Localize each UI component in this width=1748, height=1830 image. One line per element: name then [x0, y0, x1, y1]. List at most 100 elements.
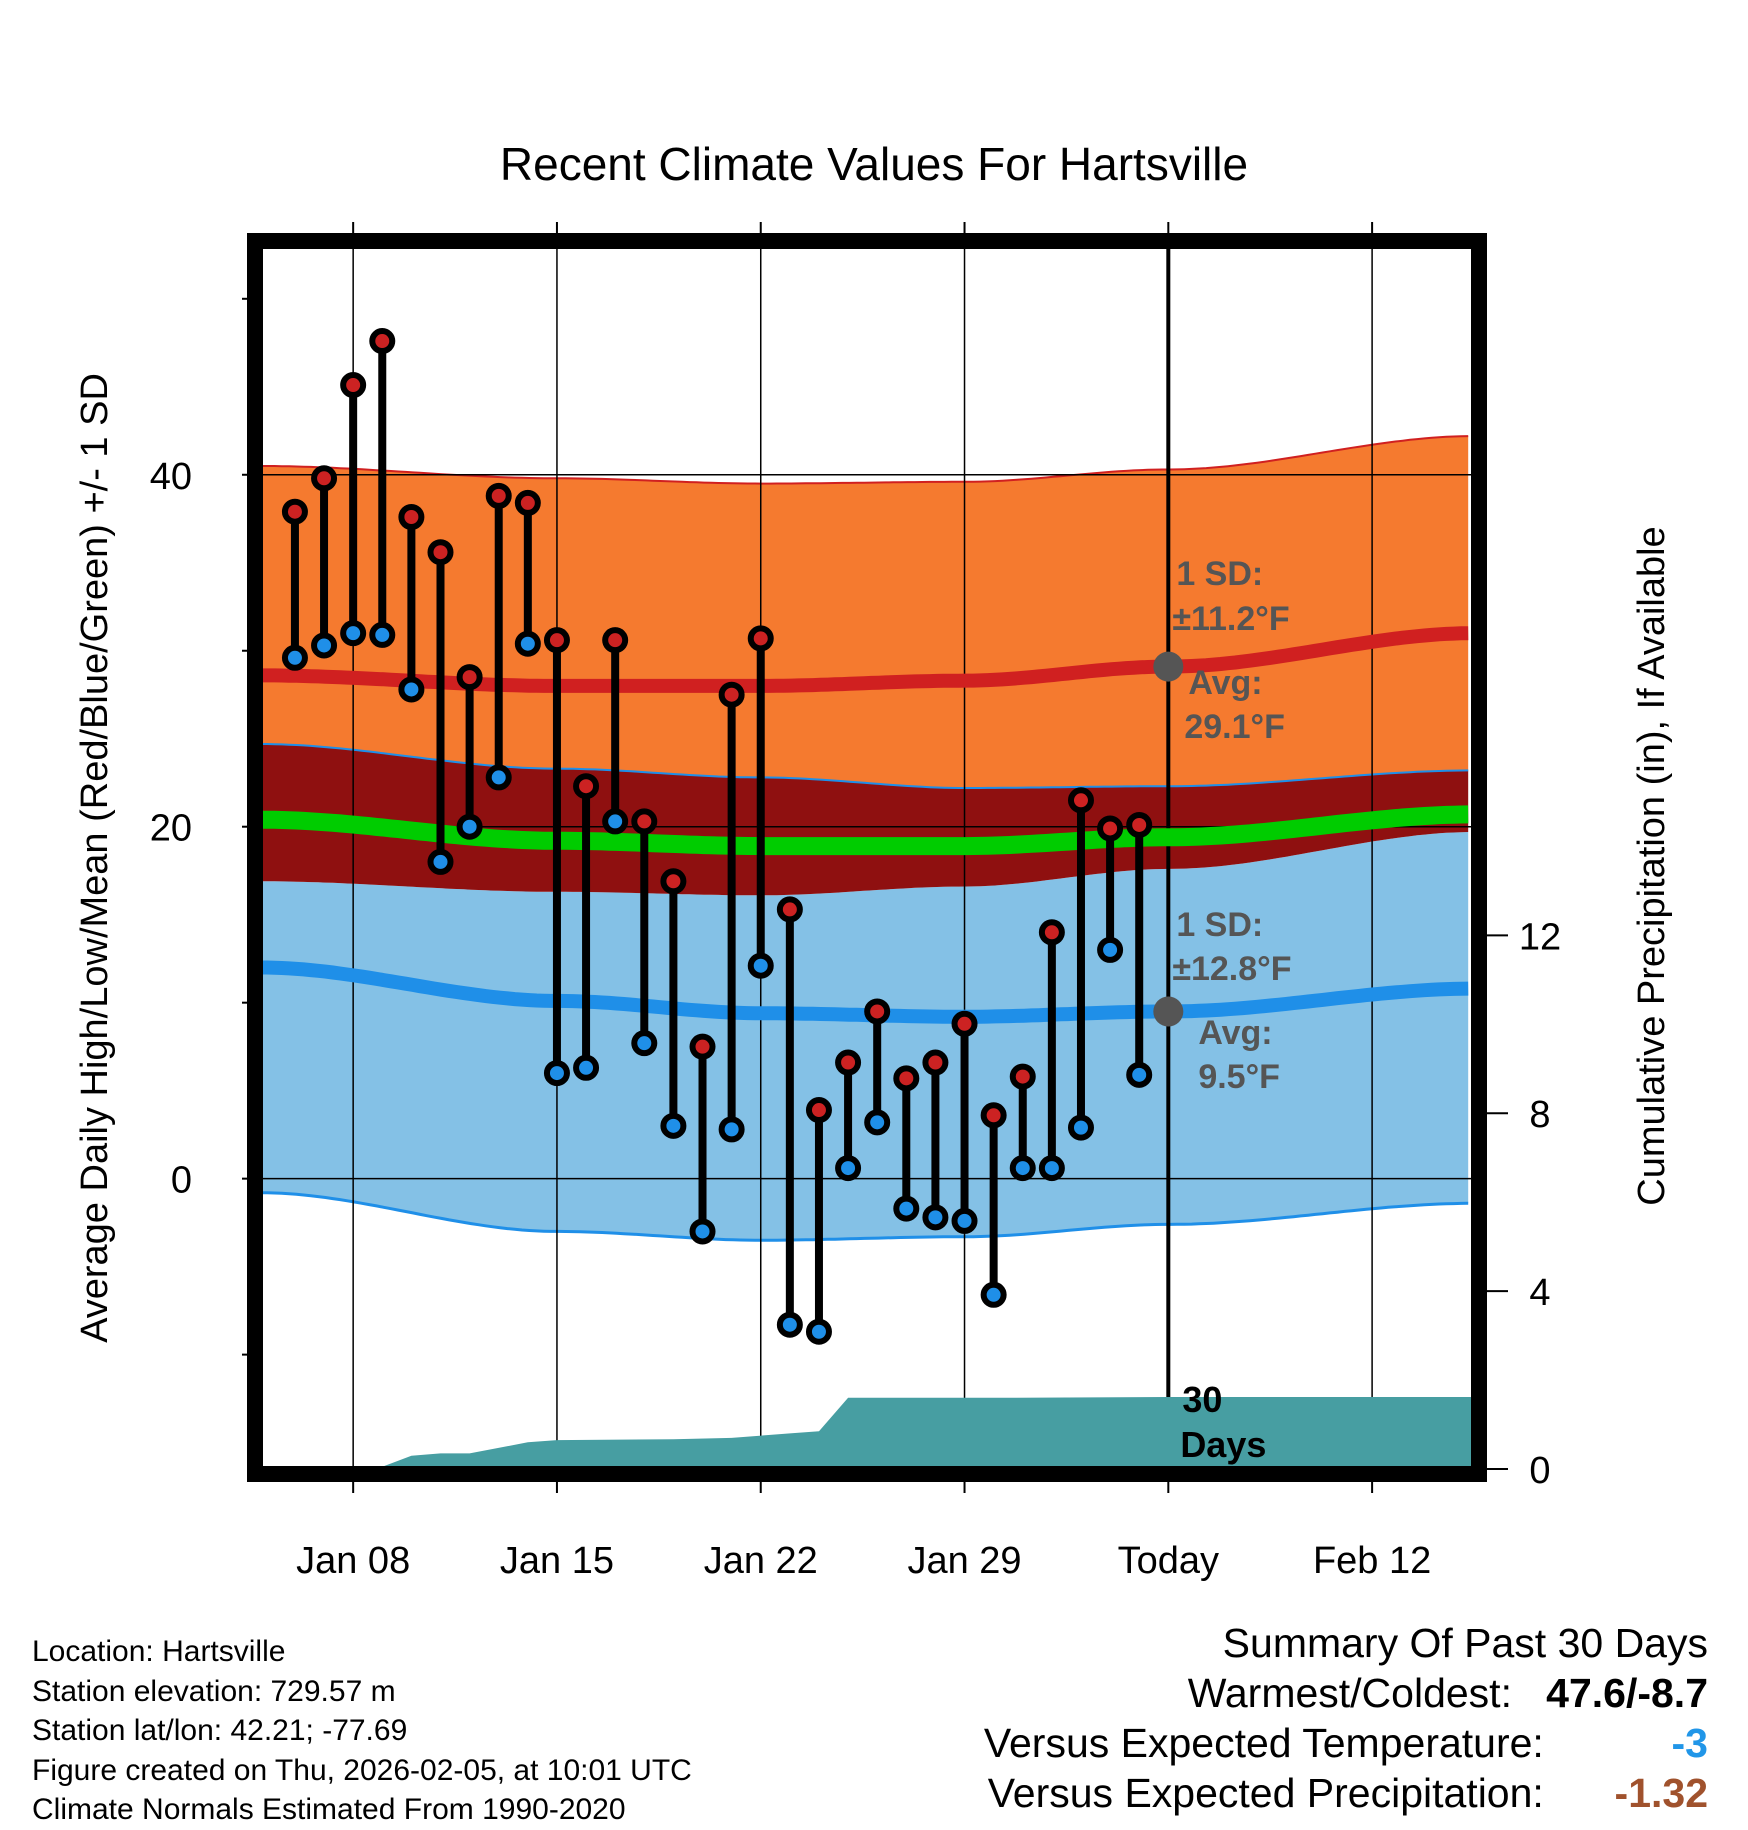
low-sd-band [260, 832, 1469, 1241]
low-avg-marker [1153, 996, 1184, 1027]
high-point [398, 503, 425, 530]
y2-tick-label: 12 [1519, 916, 1561, 958]
low-point [456, 813, 483, 840]
high-point [893, 1065, 920, 1092]
precip-label: Versus Expected Precipitation: [987, 1770, 1544, 1816]
info-normals: Climate Normals Estimated From 1990-2020 [32, 1793, 626, 1826]
low-point [398, 676, 425, 703]
low-point [893, 1195, 920, 1222]
low-point [1067, 1114, 1094, 1141]
low-point [951, 1207, 978, 1234]
low-point [514, 630, 541, 657]
low-point [311, 632, 338, 659]
low-point [660, 1112, 687, 1139]
y2-tick-label: 8 [1529, 1094, 1550, 1136]
axes: Jan 08 Jan 15 Jan 22 Jan 29 Today Feb 1202040… [74, 222, 1673, 1600]
plot-frame [247, 233, 1487, 1482]
low-point [835, 1155, 862, 1182]
low-point [485, 764, 512, 791]
low-point [864, 1109, 891, 1136]
high-point [369, 328, 396, 355]
high-avg-marker [1153, 651, 1184, 682]
high-avg-label: Avg: [1188, 664, 1262, 702]
high-point [456, 664, 483, 691]
summary-heading: Summary Of Past 30 Days [1222, 1620, 1708, 1666]
high-point [514, 489, 541, 516]
high-point [951, 1010, 978, 1037]
low-point [281, 644, 308, 671]
climate-chart: Recent Climate Values For Hartsville 1 S… [74, 138, 1673, 1600]
high-avg-value: 29.1°F [1184, 708, 1285, 746]
low-point [980, 1281, 1007, 1308]
high-point [747, 625, 774, 652]
low-point [689, 1218, 716, 1245]
high-sd-band [260, 436, 1469, 788]
high-point [485, 482, 512, 509]
y-axis-title: Average Daily High/Low/Mean (Red/Blue/Gr… [74, 373, 116, 1343]
low-point [573, 1054, 600, 1081]
precip-value: -1.32 [1614, 1770, 1708, 1816]
x-tick-label: Today [1118, 1540, 1219, 1582]
high-point [805, 1097, 832, 1124]
high-point [980, 1102, 1007, 1129]
low-point [602, 808, 629, 835]
overlap-band [260, 744, 1469, 896]
y2-tick-label: 0 [1529, 1450, 1550, 1492]
summary-warm-cold: Warmest/Coldest: 47.6/-8.7 [984, 1668, 1708, 1718]
high-point [631, 808, 658, 835]
station-info: Location: Hartsville Station elevation: … [32, 1632, 692, 1830]
low-point [369, 621, 396, 648]
low-point [427, 848, 454, 875]
info-created: Figure created on Thu, 2026-02-05, at 10… [32, 1753, 692, 1787]
low-avg-label: Avg: [1198, 1014, 1272, 1052]
high-point [1038, 919, 1065, 946]
high-sd-value: ±11.2°F [1172, 600, 1289, 638]
high-lower-edge [260, 743, 1469, 789]
x-tick-label: Jan 08 [296, 1540, 410, 1582]
x-tick-label: Feb 12 [1313, 1540, 1431, 1582]
low-point [340, 620, 367, 647]
high-point [1067, 787, 1094, 814]
low-point [543, 1060, 570, 1087]
high-point [311, 465, 338, 492]
precip-days-label: Days [1180, 1424, 1266, 1465]
high-point [689, 1033, 716, 1060]
low-point [805, 1318, 832, 1345]
low-point [1126, 1061, 1153, 1088]
temp-label: Versus Expected Temperature: [983, 1720, 1544, 1766]
info-elevation: Station elevation: 729.57 m [32, 1674, 396, 1708]
precip-area [260, 1397, 1474, 1469]
warm-cold-label: Warmest/Coldest: [1187, 1670, 1512, 1716]
x-tick-label: Jan 29 [907, 1540, 1021, 1582]
low-avg-value: 9.5°F [1198, 1058, 1280, 1096]
x-tick-label: Jan 22 [704, 1540, 818, 1582]
low-point [747, 952, 774, 979]
summary-temperature: Versus Expected Temperature: -3 [984, 1718, 1708, 1768]
y-tick-label: 0 [171, 1160, 192, 1202]
high-sd-label: 1 SD: [1176, 555, 1263, 593]
low-point [776, 1311, 803, 1338]
high-point [602, 627, 629, 654]
high-point [340, 372, 367, 399]
warm-cold-value: 47.6/-8.7 [1546, 1670, 1708, 1716]
high-point [835, 1049, 862, 1076]
x-axis-title: Day [840, 1599, 908, 1600]
low-point [922, 1204, 949, 1231]
low-sd-label: 1 SD: [1176, 906, 1263, 944]
temp-value: -3 [1671, 1720, 1708, 1766]
high-point [776, 896, 803, 923]
x-tick-label: Jan 15 [500, 1540, 614, 1582]
low-point [718, 1116, 745, 1143]
high-point [1126, 811, 1153, 838]
chart-title: Recent Climate Values For Hartsville [500, 138, 1248, 190]
summary-precipitation: Versus Expected Precipitation: -1.32 [984, 1768, 1708, 1818]
y2-tick-label: 4 [1529, 1272, 1550, 1314]
annotations: 1 SD: ±11.2°F Avg: 29.1°F 1 SD: ±12.8°F Avg: 9.… [1153, 555, 1292, 1465]
high-point [864, 998, 891, 1025]
info-location: Location: Hartsville [32, 1635, 286, 1668]
y-tick-label: 40 [150, 456, 192, 498]
y-tick-label: 20 [150, 808, 192, 850]
high-point [1009, 1063, 1036, 1090]
high-point [281, 498, 308, 525]
low-sd-value: ±12.8°F [1172, 950, 1291, 988]
